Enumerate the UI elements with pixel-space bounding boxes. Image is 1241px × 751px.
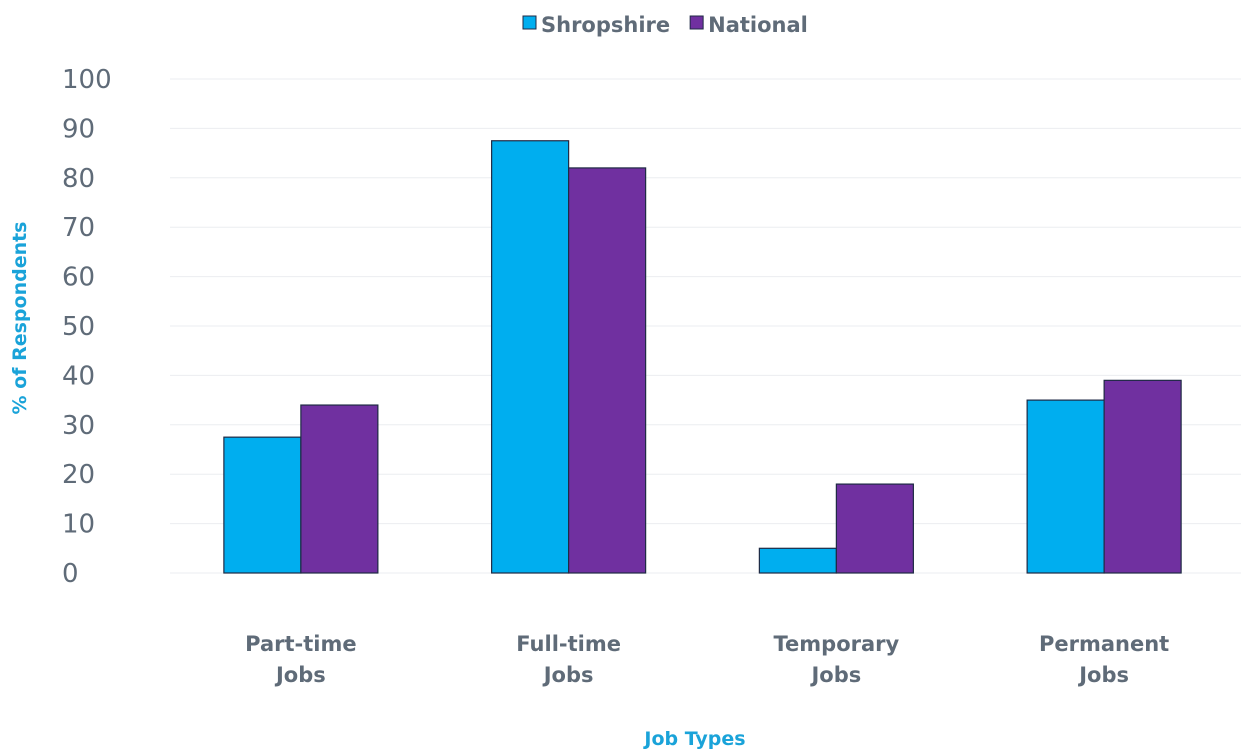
bar-national xyxy=(568,167,647,574)
x-tick-label: Part-time Jobs xyxy=(245,632,356,687)
x-axis-title: Job Types xyxy=(642,728,745,750)
bar-national xyxy=(1103,379,1182,574)
bars xyxy=(223,140,1182,574)
x-axis-labels: Part-time Jobs Full-time Jobs Temporary Jobs P… xyxy=(245,632,1169,687)
y-tick-label: 50 xyxy=(62,312,95,342)
bar-national xyxy=(300,404,379,574)
bar-national xyxy=(835,483,914,574)
y-tick-label: 30 xyxy=(62,411,95,441)
y-tick-label: 20 xyxy=(62,460,95,490)
y-tick-label: 70 xyxy=(62,213,95,243)
legend-label-shropshire: Shropshire xyxy=(541,13,670,37)
y-tick-label: 40 xyxy=(62,361,95,391)
legend-swatch-national xyxy=(689,15,704,30)
legend-label-national: National xyxy=(708,13,808,37)
bar-shropshire xyxy=(1026,399,1105,574)
y-tick-label: 90 xyxy=(62,114,95,144)
legend: Shropshire National xyxy=(522,13,808,37)
bar-shropshire xyxy=(758,547,837,574)
x-tick-label: Full-time Jobs xyxy=(516,632,621,687)
legend-swatch-shropshire xyxy=(522,15,537,30)
y-tick-label: 100 xyxy=(62,65,112,95)
bar-shropshire xyxy=(223,436,302,574)
y-tick-label: 0 xyxy=(62,559,79,589)
y-axis-ticks: 0 10 20 30 40 50 60 70 80 90 100 xyxy=(62,65,112,589)
y-axis-title: % of Respondents xyxy=(9,222,31,415)
x-tick-label: Temporary Jobs xyxy=(774,632,900,687)
y-tick-label: 60 xyxy=(62,263,95,293)
x-tick-label: Permanent Jobs xyxy=(1039,632,1169,687)
bar-shropshire xyxy=(491,140,570,574)
y-tick-label: 10 xyxy=(62,510,95,540)
y-tick-label: 80 xyxy=(62,164,95,194)
